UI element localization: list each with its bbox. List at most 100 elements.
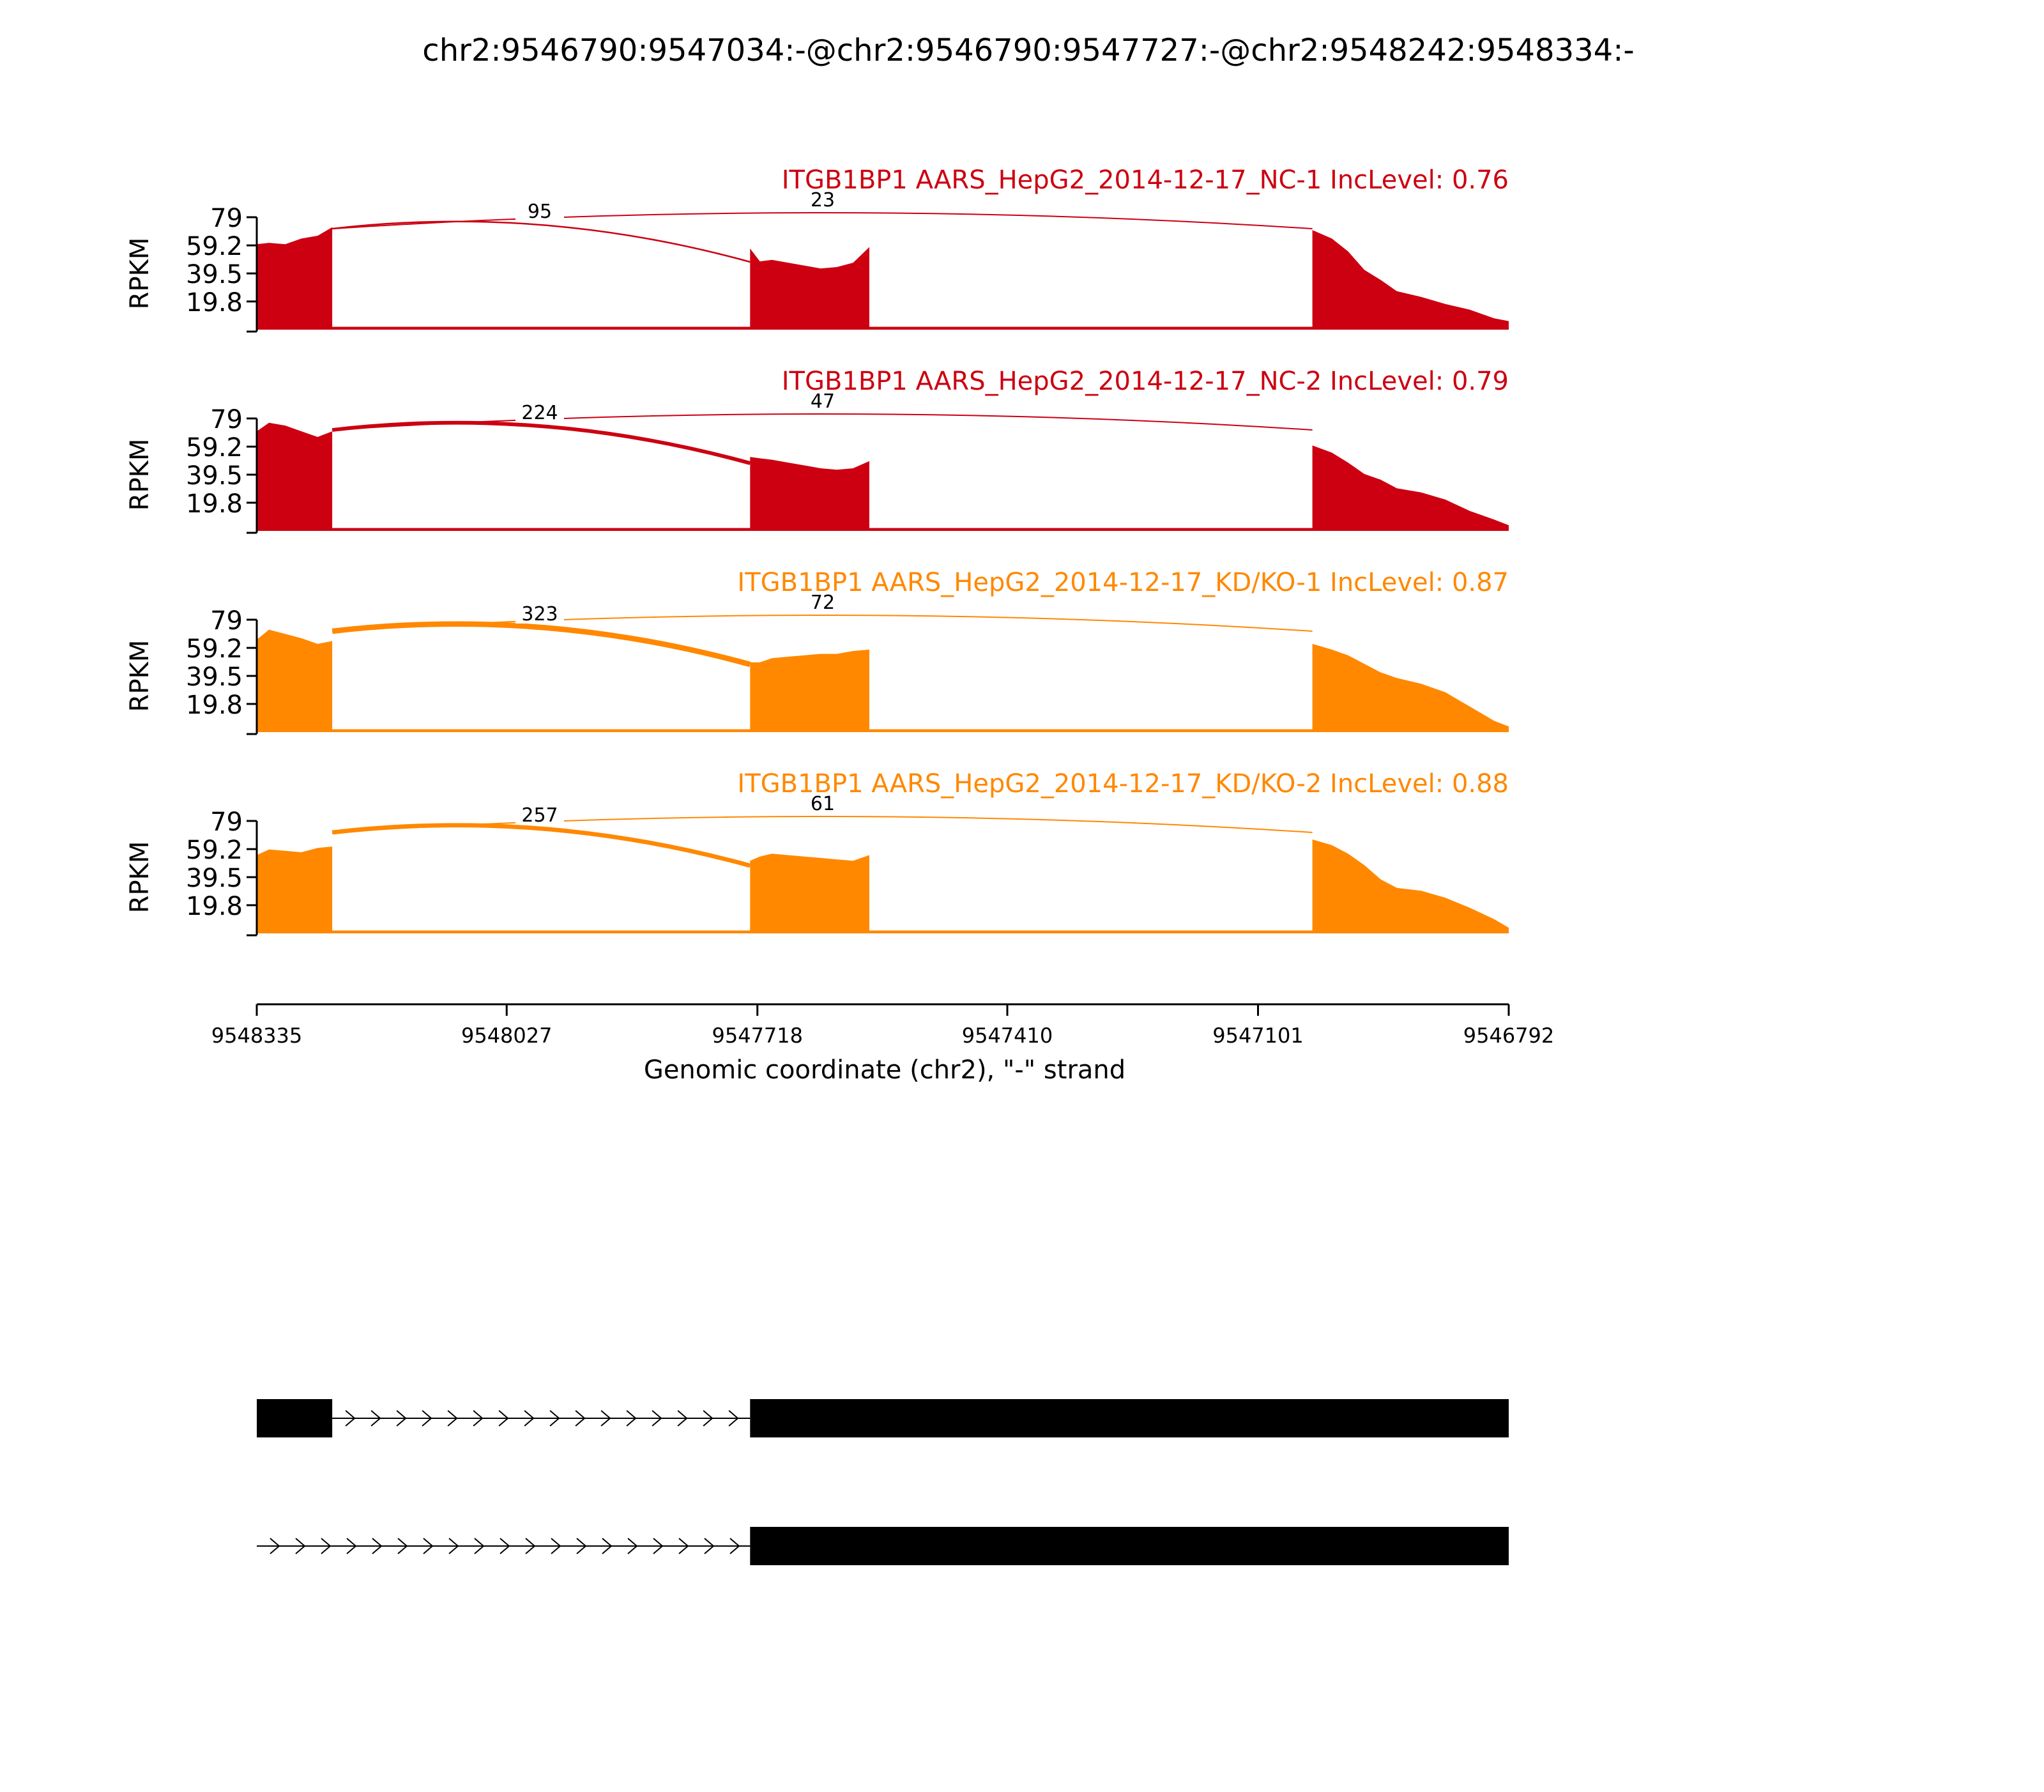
exon-block <box>750 1399 1509 1437</box>
x-tick-label: 9546792 <box>1463 1023 1555 1048</box>
x-axis-label: Genomic coordinate (chr2), "-" strand <box>644 1055 1125 1085</box>
strand-arrow-icon <box>678 1538 689 1554</box>
strand-arrow-icon <box>396 1410 407 1427</box>
strand-arrow-icon <box>627 1538 638 1554</box>
junction-label-bg <box>798 794 847 813</box>
x-tick-label: 9548335 <box>211 1023 303 1048</box>
junction-count: 47 <box>811 390 835 413</box>
y-axis-label: RPKM <box>125 439 155 511</box>
y-tick-label: 19.8 <box>186 892 243 921</box>
strand-arrow-icon <box>549 1410 560 1427</box>
strand-arrow-icon <box>473 1410 484 1427</box>
y-tick-label: 59.2 <box>186 836 243 865</box>
strand-arrow-icon <box>346 1538 357 1554</box>
strand-arrow-icon <box>575 1410 586 1427</box>
strand-arrow-icon <box>448 1538 459 1554</box>
junction-arc <box>332 621 751 668</box>
x-axis: 9548335 9548027 9547718 9547410 9547101 95467… <box>211 1003 1555 1048</box>
junction-arc <box>332 823 751 868</box>
junction-arc <box>332 816 1313 833</box>
x-tick-label: 9547101 <box>1212 1023 1304 1048</box>
junction-label-bg <box>515 202 564 221</box>
strand-arrow-icon <box>677 1410 688 1427</box>
y-tick-label: 39.5 <box>186 260 243 289</box>
strand-arrow-icon <box>321 1538 332 1554</box>
strand-arrow-icon <box>653 1538 664 1554</box>
strand-arrow-icon <box>703 1410 713 1427</box>
strand-arrow-icon <box>652 1410 662 1427</box>
y-tick-label: 79 <box>210 606 243 636</box>
strand-arrow-icon <box>474 1538 485 1554</box>
y-axis-label: RPKM <box>125 841 155 914</box>
junction-count: 95 <box>528 201 552 223</box>
strand-arrow-icon <box>525 1538 536 1554</box>
y-tick-label: 19.8 <box>186 288 243 318</box>
junction-label-bg <box>798 190 847 210</box>
y-axis-label: RPKM <box>125 238 155 310</box>
y-tick-label: 59.2 <box>186 433 243 463</box>
junction-count: 72 <box>811 592 835 614</box>
strand-arrow-icon <box>626 1410 637 1427</box>
strand-arrow-icon <box>704 1538 715 1554</box>
sample-label: ITGB1BP1 AARS_HepG2_2014-12-17_KD/KO-2 I… <box>737 769 1509 799</box>
strand-arrow-icon <box>602 1538 613 1554</box>
strand-arrow-icon <box>728 1410 739 1427</box>
junction-arc <box>332 413 1313 431</box>
y-tick-label: 39.5 <box>186 864 243 893</box>
strand-arrow-icon <box>600 1410 611 1427</box>
strand-arrow-icon <box>500 1538 510 1554</box>
strand-arrow-icon <box>551 1538 561 1554</box>
gene-model <box>257 1399 1509 1565</box>
exon-block <box>750 1527 1509 1565</box>
isoform-1 <box>257 1399 1509 1437</box>
coverage-area <box>257 629 1509 732</box>
strand-arrow-icon <box>295 1538 306 1554</box>
sample-label: ITGB1BP1 AARS_HepG2_2014-12-17_KD/KO-1 I… <box>737 568 1509 597</box>
junction-label-bg <box>798 392 847 411</box>
y-tick-label: 59.2 <box>186 634 243 664</box>
x-tick-label: 9547410 <box>962 1023 1053 1048</box>
y-tick-label: 39.5 <box>186 662 243 692</box>
y-tick-label: 19.8 <box>186 489 243 519</box>
coverage-area <box>257 839 1509 933</box>
strand-arrow-icon <box>729 1538 740 1554</box>
junction-arc <box>332 220 751 263</box>
y-tick-label: 79 <box>210 405 243 434</box>
junction-count: 61 <box>811 793 835 815</box>
y-tick-label: 39.5 <box>186 461 243 491</box>
exon-block <box>257 1399 333 1437</box>
y-tick-label: 79 <box>210 808 243 837</box>
junction-count: 323 <box>521 603 558 625</box>
strand-arrow-icon <box>524 1410 535 1427</box>
junction-label-bg <box>515 806 564 825</box>
strand-arrow-icon <box>447 1410 458 1427</box>
junction-label-bg <box>515 604 564 624</box>
junction-count: 224 <box>521 402 558 424</box>
coverage-area <box>257 422 1509 531</box>
junction-arc <box>332 615 1313 632</box>
strand-arrow-icon <box>370 1410 381 1427</box>
strand-arrow-icon <box>372 1538 383 1554</box>
strand-arrow-icon <box>498 1410 509 1427</box>
isoform-2 <box>257 1527 1509 1565</box>
x-tick-label: 9548027 <box>461 1023 553 1048</box>
junction-arc <box>332 212 1313 229</box>
junction-count: 257 <box>521 804 558 827</box>
strand-arrow-icon <box>576 1538 587 1554</box>
strand-arrow-icon <box>422 1410 432 1427</box>
y-axis-label: RPKM <box>125 640 155 712</box>
junction-label-bg <box>515 403 564 422</box>
strand-arrow-icon <box>397 1538 408 1554</box>
x-tick-label: 9547718 <box>712 1023 803 1048</box>
sample-label: ITGB1BP1 AARS_HepG2_2014-12-17_NC-1 IncL… <box>782 165 1509 195</box>
junction-arc <box>332 420 751 465</box>
coverage-area <box>257 227 1509 330</box>
strand-arrow-icon <box>345 1410 356 1427</box>
